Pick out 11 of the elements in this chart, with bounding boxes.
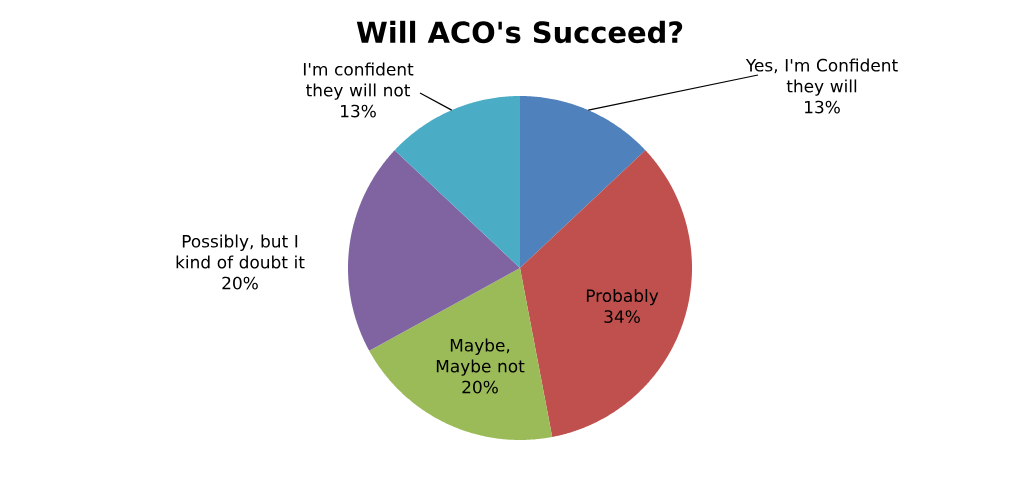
slice-label: Yes, I'm Confident they will: [745, 58, 898, 96]
data-label: 13%: [805, 100, 840, 114]
data-label: 13%: [341, 104, 376, 118]
data-label: 20%: [222, 276, 258, 290]
slice-label: I'm confident they will not: [303, 62, 414, 100]
slice-label: Maybe, Maybe not: [436, 338, 525, 376]
slice-label: Possibly, but I kind of doubt it: [176, 234, 305, 269]
chart-title: Will ACO's Succeed?: [356, 20, 683, 44]
data-label: 34%: [604, 310, 640, 324]
slice-label: Probably: [586, 288, 659, 306]
data-label: 20%: [462, 380, 498, 394]
